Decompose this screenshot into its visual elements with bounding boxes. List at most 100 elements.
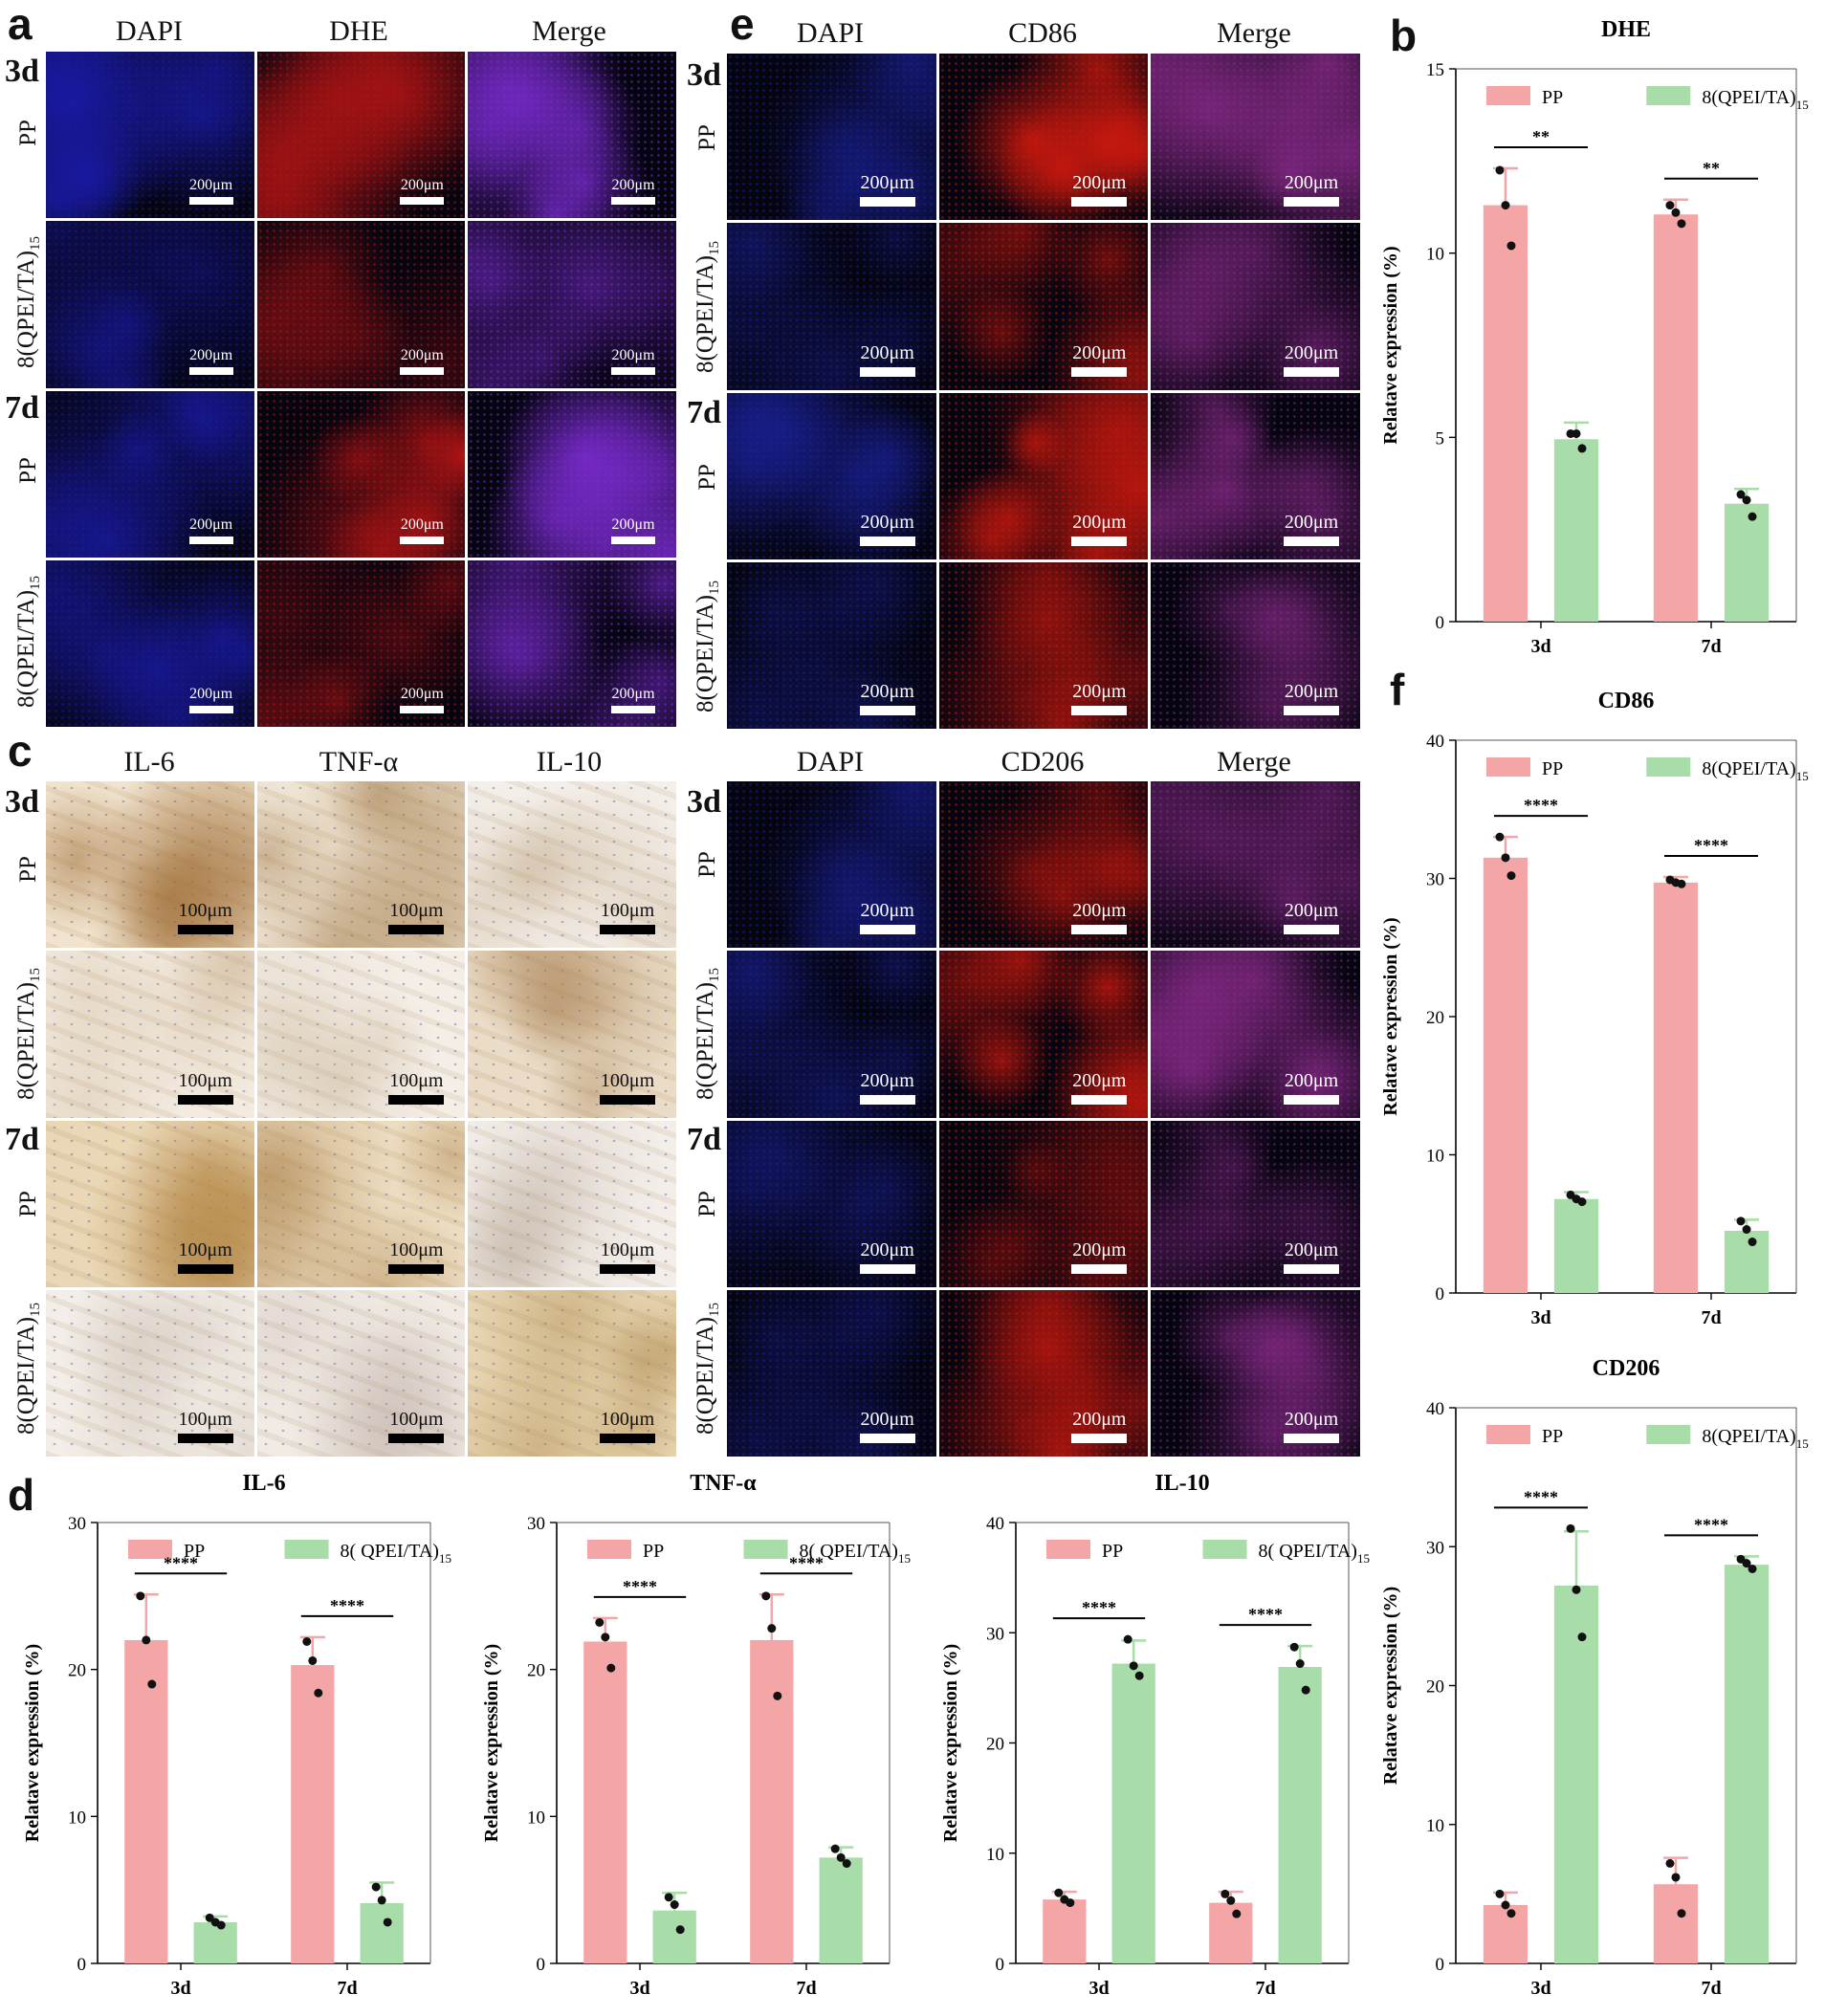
scale-bar: 200μm bbox=[400, 686, 445, 713]
micrograph-tile: 200μm bbox=[938, 54, 1149, 221]
data-point bbox=[147, 1679, 157, 1689]
ihc-tile: 100μm bbox=[256, 1120, 466, 1287]
chart-tnfa: TNF-α Relatave expression (%) 0 10 20 30 PP 8( … bbox=[469, 1463, 918, 2011]
chart-title: CD206 bbox=[1593, 1356, 1660, 1381]
scale-bar-line bbox=[177, 1094, 233, 1105]
y-tick-label: 20 bbox=[1426, 1008, 1444, 1028]
y-axis-label: Relatave expression (%) bbox=[1380, 246, 1401, 444]
chart-il6: IL-6 Relatave expression (%) 0 10 20 30 PP 8( Q… bbox=[10, 1463, 459, 2011]
y-axis-label: Relatave expression (%) bbox=[1380, 917, 1401, 1115]
scale-bar: 100μm bbox=[388, 1239, 445, 1274]
micrograph-tile: 200μm bbox=[938, 392, 1149, 559]
scale-bar: 200μm bbox=[1071, 681, 1128, 715]
legend-label: PP bbox=[1542, 87, 1563, 108]
data-point bbox=[1736, 1216, 1746, 1226]
micrograph-tile: 200μm bbox=[468, 52, 676, 219]
data-point bbox=[1748, 1564, 1757, 1573]
panel-e-row-4: 8(QPEI/TA)15 bbox=[693, 581, 722, 712]
y-tick-label: 40 bbox=[1426, 732, 1444, 752]
scale-bar: 100μm bbox=[600, 900, 655, 935]
scale-bar-label: 200μm bbox=[860, 1238, 914, 1260]
scale-bar-label: 200μm bbox=[860, 681, 914, 702]
chart-title: TNF-α bbox=[690, 1471, 757, 1496]
legend-label: 8(QPEI/TA)15 bbox=[1702, 87, 1808, 112]
data-point bbox=[1134, 1671, 1144, 1680]
data-point bbox=[670, 1900, 679, 1910]
panel-c-row-pp-3d: PP bbox=[15, 856, 41, 883]
legend-label-subscript: 15 bbox=[1796, 769, 1809, 783]
panel-e-day-3d-top: 3d bbox=[687, 57, 721, 93]
chart-il10: IL-10 Relatave expression (%) 0 10 20 30 40 PP 8… bbox=[928, 1463, 1377, 2011]
scale-bar-label: 200μm bbox=[860, 1409, 914, 1430]
legend-label: PP bbox=[184, 1541, 205, 1562]
micrograph-tile: 200μm bbox=[1151, 1289, 1360, 1457]
ihc-tile: 100μm bbox=[46, 1120, 254, 1287]
scale-bar: 200μm bbox=[188, 516, 233, 544]
y-tick-label: 0 bbox=[537, 1955, 546, 1975]
scale-bar: 200μm bbox=[611, 686, 655, 713]
significance-label: **** bbox=[623, 1577, 657, 1596]
legend-swatch bbox=[1046, 1540, 1090, 1559]
y-axis-label: Relatave expression (%) bbox=[1380, 1587, 1401, 1785]
scale-bar-line bbox=[1071, 197, 1128, 208]
significance-label: **** bbox=[789, 1553, 824, 1572]
x-tick-label: 7d bbox=[337, 1978, 357, 1999]
significance-label: **** bbox=[330, 1596, 364, 1615]
scale-bar-line bbox=[177, 1434, 233, 1443]
scale-bar: 200μm bbox=[1071, 1239, 1128, 1274]
scale-bar: 200μm bbox=[1071, 342, 1128, 377]
legend-swatch bbox=[1646, 757, 1691, 777]
data-point bbox=[761, 1591, 771, 1601]
chart-cd206: CD206 Relatave expression (%) 0 10 20 30 40 PP 8… bbox=[1368, 1348, 1825, 2011]
data-point bbox=[1226, 1895, 1236, 1905]
scale-bar-line bbox=[611, 366, 655, 375]
y-tick-label: 30 bbox=[986, 1624, 1004, 1644]
data-point bbox=[842, 1859, 851, 1869]
data-point bbox=[1572, 1585, 1581, 1594]
y-tick-label: 20 bbox=[527, 1661, 545, 1681]
scale-bar-line bbox=[1284, 366, 1339, 377]
panel-d-letter: d bbox=[8, 1470, 35, 1520]
scale-bar-line bbox=[1071, 706, 1128, 715]
scale-bar-label: 100μm bbox=[600, 1069, 655, 1091]
scale-bar: 200μm bbox=[1071, 1070, 1128, 1105]
scale-bar-line bbox=[188, 197, 233, 206]
data-point bbox=[1501, 1900, 1510, 1910]
legend-swatch bbox=[743, 1540, 788, 1559]
y-tick-label: 40 bbox=[1426, 1399, 1444, 1419]
chart-svg: IL-6 Relatave expression (%) 0 10 20 30 PP 8( Q… bbox=[22, 1471, 451, 1999]
panel-e-col-dapi-bottom: DAPI bbox=[796, 746, 864, 778]
panel-c-col-tnfa: TNF-α bbox=[319, 746, 399, 778]
data-point bbox=[664, 1893, 673, 1902]
chart-dhe: DHE Relatave expression (%) 0 5 10 15 PP 8(QPEI… bbox=[1368, 10, 1825, 669]
scale-bar-label: 200μm bbox=[1072, 1409, 1127, 1430]
micrograph-tile: 200μm bbox=[938, 1289, 1149, 1457]
data-point bbox=[1748, 512, 1757, 521]
micrograph-tile: 200μm bbox=[256, 221, 466, 388]
micrograph-tile: 200μm bbox=[46, 390, 254, 558]
y-tick-label: 10 bbox=[1426, 1147, 1444, 1167]
scale-bar-line bbox=[600, 925, 655, 935]
data-point bbox=[1295, 1659, 1305, 1669]
scale-bar: 200μm bbox=[1071, 900, 1128, 935]
bar bbox=[291, 1665, 335, 1963]
scale-bar: 200μm bbox=[859, 512, 915, 546]
chart-svg: CD206 Relatave expression (%) 0 10 20 30 40 PP 8… bbox=[1380, 1356, 1809, 1999]
scale-bar-line bbox=[177, 1263, 233, 1274]
panel-a-row-pp-7d: PP bbox=[15, 457, 41, 484]
data-point bbox=[601, 1633, 610, 1642]
scale-bar-line bbox=[1284, 706, 1339, 715]
micrograph-tile: 200μm bbox=[938, 561, 1149, 729]
y-tick-label: 10 bbox=[1426, 1816, 1444, 1836]
y-axis-label: Relatave expression (%) bbox=[481, 1644, 502, 1842]
bar bbox=[1724, 503, 1770, 622]
x-tick-label: 3d bbox=[1530, 1978, 1550, 1999]
scale-bar-label: 100μm bbox=[389, 1409, 444, 1430]
ihc-tile: 100μm bbox=[46, 951, 254, 1118]
scale-bar-label: 200μm bbox=[400, 515, 444, 533]
ihc-tile: 100μm bbox=[468, 1120, 676, 1287]
legend-swatch bbox=[587, 1540, 631, 1559]
micrograph-tile: 200μm bbox=[727, 951, 936, 1118]
data-point bbox=[1232, 1909, 1242, 1918]
data-point bbox=[1129, 1661, 1138, 1671]
